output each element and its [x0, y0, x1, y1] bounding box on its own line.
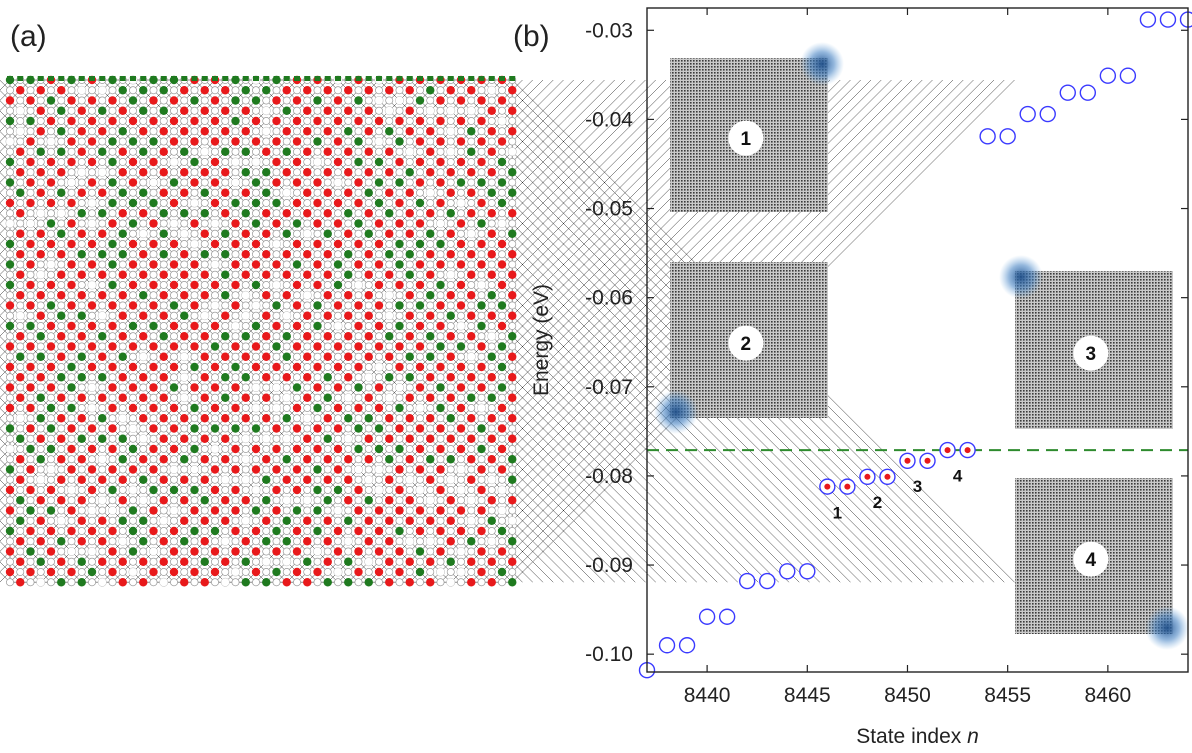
- data-point: [999, 128, 1016, 145]
- inset-hotspot: [654, 390, 698, 434]
- x-axis-title: State index n: [856, 725, 979, 748]
- highlight-dot: [924, 457, 931, 464]
- data-point: [698, 608, 716, 625]
- inset-label-badge: [728, 120, 764, 156]
- x-tick-label: 8450: [884, 684, 931, 707]
- x-tick-label: 8445: [784, 684, 831, 707]
- data-point: [718, 608, 736, 625]
- inset-label: 4: [1086, 550, 1097, 571]
- x-tick-label: 8455: [984, 684, 1031, 707]
- highlight-dot: [884, 473, 891, 480]
- x-tick-label: 8460: [1084, 684, 1131, 707]
- data-point: [779, 563, 796, 580]
- inset-2: 2: [654, 262, 828, 434]
- inset-label: 2: [741, 334, 752, 355]
- state-label: 4: [953, 466, 963, 485]
- data-point: [1019, 105, 1036, 123]
- inset-hotspot: [1145, 606, 1189, 650]
- highlight-dot: [824, 483, 831, 490]
- y-tick-label: -0.08: [585, 465, 633, 488]
- data-point: [1159, 11, 1177, 28]
- inset-3: 3: [999, 255, 1173, 429]
- y-tick-label: -0.05: [585, 198, 633, 221]
- highlight-dot: [964, 447, 971, 454]
- data-point: [799, 563, 816, 580]
- inset-1: 1: [670, 42, 844, 212]
- highlight-dot: [904, 457, 911, 464]
- inset-label: 3: [1086, 344, 1097, 365]
- state-label: 2: [873, 493, 882, 512]
- y-tick-label: -0.04: [585, 108, 633, 131]
- data-point: [738, 572, 756, 590]
- highlight-dot: [844, 483, 851, 490]
- panel-a-label: (a): [10, 20, 47, 53]
- state-label: 1: [833, 504, 842, 523]
- x-tick-label: 8440: [684, 684, 731, 707]
- y-tick-label: -0.06: [585, 287, 633, 310]
- data-point: [759, 572, 776, 590]
- data-point: [1099, 67, 1117, 84]
- inset-label-badge: [1073, 335, 1109, 371]
- data-point: [678, 637, 696, 654]
- panel-b-label: (b): [513, 20, 550, 53]
- y-tick-label: -0.03: [585, 19, 633, 42]
- highlight-dot: [864, 473, 871, 480]
- y-tick-label: -0.10: [585, 643, 633, 666]
- inset-label-badge: [1073, 541, 1109, 577]
- data-point: [1119, 67, 1137, 84]
- y-tick-label: -0.07: [585, 376, 633, 399]
- plot-frame: [646, 7, 1189, 673]
- inset-label: 1: [741, 129, 752, 150]
- inset-layer: 1 2 3 4: [654, 42, 1189, 650]
- data-point: [979, 128, 996, 145]
- inset-hotspot: [800, 42, 844, 86]
- inset-label-badge: [728, 325, 764, 361]
- y-tick-label: -0.09: [585, 554, 633, 577]
- lattice-sites: [5, 75, 517, 587]
- highlight-dot: [944, 447, 951, 454]
- data-points: [638, 11, 1192, 679]
- data-point: [1079, 84, 1097, 101]
- data-point: [1139, 11, 1157, 28]
- inset-hotspot: [999, 255, 1043, 299]
- state-label: 3: [913, 477, 922, 496]
- data-point: [658, 637, 676, 654]
- data-point: [1179, 11, 1192, 28]
- data-point: [1039, 105, 1056, 123]
- y-axis-title: Energy (eV): [530, 284, 553, 396]
- data-point: [1059, 84, 1076, 101]
- inset-4: 4: [1015, 478, 1189, 650]
